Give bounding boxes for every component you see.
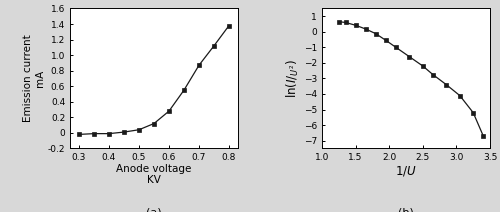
Y-axis label: $\ln(I/_{U^2})$: $\ln(I/_{U^2})$: [285, 59, 301, 98]
X-axis label: Anode voltage
KV: Anode voltage KV: [116, 164, 192, 185]
Text: (b): (b): [398, 207, 414, 212]
Text: (a): (a): [146, 207, 162, 212]
Y-axis label: Emission current
mA: Emission current mA: [24, 35, 45, 122]
X-axis label: $1/U$: $1/U$: [395, 164, 417, 178]
